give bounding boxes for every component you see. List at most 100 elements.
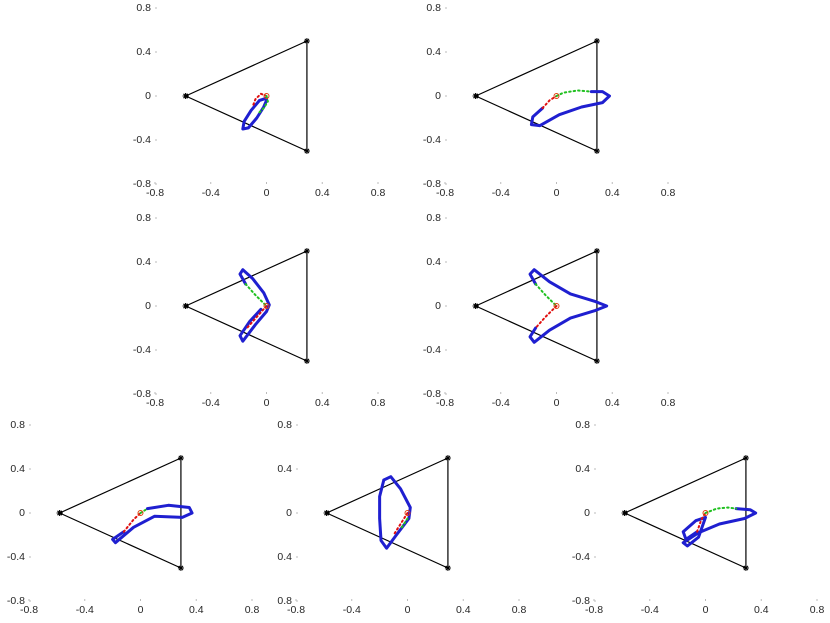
y-tick-label: -0.4 (133, 134, 151, 146)
vertex-marker (303, 148, 310, 154)
trajectory (251, 92, 268, 108)
y-tick-label: 0 (286, 507, 292, 519)
y-tick-label: 0.4 (575, 463, 590, 475)
origin-marker (553, 303, 560, 309)
x-tick-label: 0 (703, 604, 709, 616)
y-tick-label: -0.8 (7, 595, 25, 607)
x-tick-label: 0 (264, 187, 270, 199)
y-tick-label: 0.8 (277, 419, 292, 431)
triangle (326, 457, 449, 569)
x-tick-label: 0.8 (245, 604, 260, 616)
trajectory (528, 268, 609, 344)
y-tick-label: 0.8 (10, 419, 25, 431)
trajectory (392, 512, 409, 536)
x-tick-label: 0.4 (605, 187, 620, 199)
triangle (185, 250, 308, 362)
triangle (59, 457, 182, 569)
x-tick-label: -0.4 (492, 187, 510, 199)
trajectory (257, 95, 269, 115)
vertex-marker (593, 148, 600, 154)
trajectory (529, 90, 611, 128)
x-tick-label: 0.4 (315, 397, 330, 409)
x-tick-label: 0 (554, 397, 560, 409)
origin-marker (404, 510, 411, 516)
x-tick-label: -0.4 (76, 604, 94, 616)
trajectory (681, 507, 758, 548)
origin-marker (553, 93, 560, 99)
x-tick-label: -0.8 (287, 604, 305, 616)
trajectory (139, 507, 149, 514)
triangle (624, 457, 747, 569)
origin-marker (137, 510, 144, 516)
y-tick-label: 0 (19, 507, 25, 519)
y-tick-label: 0.8 (136, 212, 151, 224)
x-tick-label: -0.8 (585, 604, 603, 616)
vertex-marker (472, 303, 479, 309)
trajectory (122, 512, 142, 533)
x-tick-label: -0.4 (343, 604, 361, 616)
trajectory (399, 517, 409, 531)
y-tick-label: 0 (145, 90, 151, 102)
vertex-marker (182, 93, 189, 99)
y-tick-label: 0 (435, 300, 441, 312)
triangle (185, 40, 308, 152)
x-tick-label: -0.4 (202, 397, 220, 409)
trajectory (378, 475, 412, 550)
x-tick-label: -0.8 (20, 604, 38, 616)
trajectory (534, 305, 558, 329)
vertex-marker (303, 358, 310, 364)
x-tick-label: -0.8 (146, 187, 164, 199)
y-tick-label: 0.8 (426, 2, 441, 14)
trajectory (245, 305, 268, 329)
y-tick-label: 0 (145, 300, 151, 312)
y-tick-label: 0.4 (277, 463, 292, 475)
x-tick-label: -0.8 (436, 187, 454, 199)
vertex-marker (303, 248, 310, 254)
x-tick-label: -0.8 (436, 397, 454, 409)
y-tick-label: 0 (584, 507, 590, 519)
x-tick-label: -0.4 (202, 187, 220, 199)
origin-marker (702, 510, 709, 516)
x-tick-label: -0.4 (641, 604, 659, 616)
y-tick-label: 0.4 (136, 256, 151, 268)
x-tick-label: 0.8 (371, 187, 386, 199)
x-tick-label: 0.4 (754, 604, 769, 616)
vertex-marker (472, 93, 479, 99)
vertex-marker (593, 248, 600, 254)
y-tick-label: 0.4 (426, 256, 441, 268)
y-tick-label: 0.8 (575, 419, 590, 431)
y-tick-label: -0.4 (572, 551, 590, 563)
vertex-marker (444, 565, 451, 571)
x-tick-label: 0.4 (456, 604, 471, 616)
x-tick-label: 0.8 (661, 187, 676, 199)
vertex-marker (323, 510, 330, 516)
x-tick-label: 0.8 (661, 397, 676, 409)
trajectory (244, 283, 268, 307)
vertex-marker (593, 358, 600, 364)
y-tick-label: -0.4 (133, 344, 151, 356)
y-tick-label: -0.4 (7, 551, 25, 563)
origin-marker (263, 303, 270, 309)
triangle (475, 250, 598, 362)
x-tick-label: 0.4 (315, 187, 330, 199)
y-tick-label: 0.8 (277, 595, 292, 607)
x-tick-label: 0 (264, 397, 270, 409)
y-tick-label: -0.8 (423, 388, 441, 400)
vertex-marker (621, 510, 628, 516)
x-tick-label: 0.4 (189, 604, 204, 616)
vertex-marker (182, 303, 189, 309)
y-tick-label: 0.8 (426, 212, 441, 224)
trajectory (111, 503, 194, 545)
y-tick-label: 0.4 (426, 46, 441, 58)
vertex-marker (742, 455, 749, 461)
trajectory (555, 89, 593, 97)
y-tick-label: -0.8 (133, 178, 151, 190)
vertex-marker (303, 38, 310, 44)
y-tick-label: 0.4 (277, 551, 292, 563)
y-tick-label: 0.4 (136, 46, 151, 58)
y-tick-label: 0.4 (10, 463, 25, 475)
x-tick-label: 0 (554, 187, 560, 199)
x-tick-label: 0.4 (605, 397, 620, 409)
y-tick-label: -0.8 (133, 388, 151, 400)
